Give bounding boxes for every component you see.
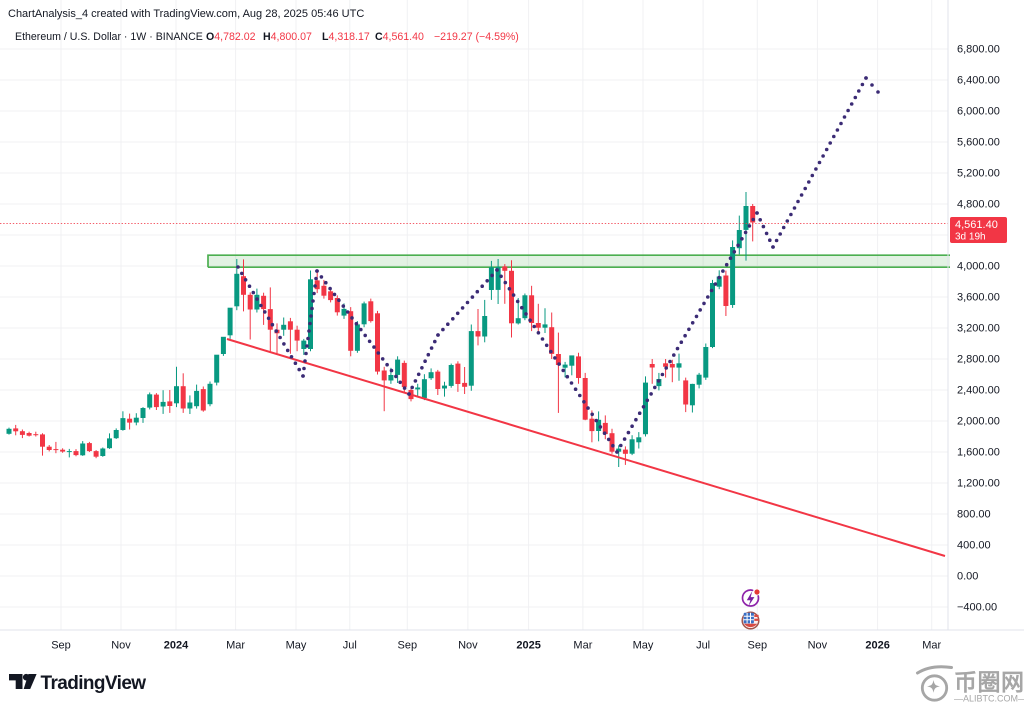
- svg-text:4,561.40: 4,561.40: [955, 219, 998, 231]
- svg-text:2,400.00: 2,400.00: [957, 385, 1000, 397]
- svg-text:−400.00: −400.00: [957, 602, 997, 614]
- svg-text:Mar: Mar: [573, 640, 592, 652]
- svg-text:6,400.00: 6,400.00: [957, 75, 1000, 87]
- svg-text:Mar: Mar: [226, 640, 245, 652]
- svg-text:Sep: Sep: [748, 640, 768, 652]
- svg-text:5,200.00: 5,200.00: [957, 168, 1000, 180]
- svg-text:Jul: Jul: [343, 640, 357, 652]
- svg-text:Sep: Sep: [51, 640, 71, 652]
- svg-text:4,000.00: 4,000.00: [957, 261, 1000, 273]
- svg-text:币圈网: 币圈网: [954, 669, 1024, 695]
- svg-text:Nov: Nov: [111, 640, 131, 652]
- svg-text:2,000.00: 2,000.00: [957, 416, 1000, 428]
- svg-text:2026: 2026: [865, 640, 889, 652]
- svg-text:1,200.00: 1,200.00: [957, 478, 1000, 490]
- svg-text:2024: 2024: [164, 640, 189, 652]
- svg-text:—ALIBTC.COM—: —ALIBTC.COM—: [954, 694, 1024, 704]
- svg-text:Nov: Nov: [458, 640, 478, 652]
- svg-text:Jul: Jul: [696, 640, 710, 652]
- svg-text:0.00: 0.00: [957, 571, 978, 583]
- svg-text:3,600.00: 3,600.00: [957, 292, 1000, 304]
- svg-text:2025: 2025: [516, 640, 540, 652]
- svg-text:May: May: [633, 640, 654, 652]
- svg-text:TradingView: TradingView: [41, 673, 147, 694]
- svg-text:800.00: 800.00: [957, 509, 991, 521]
- svg-text:3,200.00: 3,200.00: [957, 323, 1000, 335]
- svg-text:ChartAnalysis_4 created with T: ChartAnalysis_4 created with TradingView…: [8, 8, 364, 20]
- svg-text:Nov: Nov: [808, 640, 828, 652]
- svg-text:5,600.00: 5,600.00: [957, 137, 1000, 149]
- svg-text:6,800.00: 6,800.00: [957, 44, 1000, 56]
- svg-text:3d 19h: 3d 19h: [955, 232, 986, 243]
- svg-text:Sep: Sep: [398, 640, 418, 652]
- svg-text:Ethereum / U.S. Dollar · 1W ·: Ethereum / U.S. Dollar · 1W · BINANCE O4,…: [15, 31, 519, 43]
- svg-text:6,000.00: 6,000.00: [957, 106, 1000, 118]
- svg-text:May: May: [286, 640, 307, 652]
- svg-text:2,800.00: 2,800.00: [957, 354, 1000, 366]
- svg-text:400.00: 400.00: [957, 540, 991, 552]
- svg-text:Mar: Mar: [922, 640, 941, 652]
- svg-text:1,600.00: 1,600.00: [957, 447, 1000, 459]
- svg-text:4,800.00: 4,800.00: [957, 199, 1000, 211]
